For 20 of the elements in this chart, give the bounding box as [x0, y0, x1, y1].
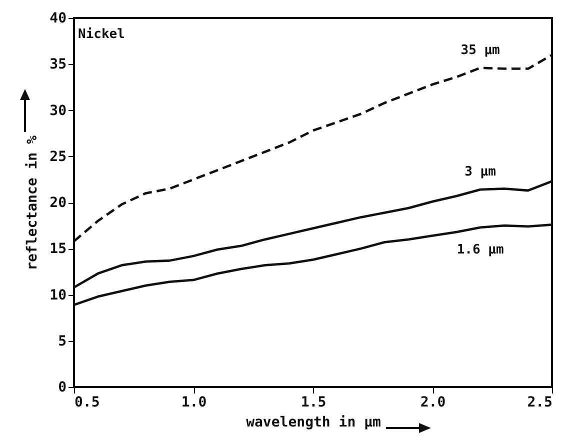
x-tick-label: 2.0 — [420, 394, 446, 410]
y-tick-label: 30 — [50, 102, 66, 119]
x-tick-label: 0.5 — [74, 394, 100, 410]
x-axis-title: wavelength in µm — [246, 414, 381, 430]
y-tick-label: 35 — [50, 56, 66, 73]
y-tick-label: 0 — [58, 380, 66, 396]
series-label: 35 µm — [460, 42, 500, 58]
annotation: Nickel — [78, 27, 125, 42]
series-label: 1.6 µm — [456, 242, 504, 258]
x-tick-label: 1.0 — [181, 394, 207, 410]
y-tick-label: 15 — [50, 241, 66, 258]
y-tick-label: 25 — [50, 148, 66, 165]
y-tick-label: 40 — [50, 10, 66, 26]
y-tick-label: 10 — [50, 287, 66, 304]
x-tick-label: 2.5 — [527, 394, 552, 410]
y-tick-label: 20 — [50, 195, 66, 211]
x-tick-label: 1.5 — [300, 394, 326, 410]
series-label: 3 µm — [464, 164, 496, 180]
y-axis-title: reflectance in % — [24, 135, 41, 270]
y-tick-label: 5 — [58, 333, 66, 350]
